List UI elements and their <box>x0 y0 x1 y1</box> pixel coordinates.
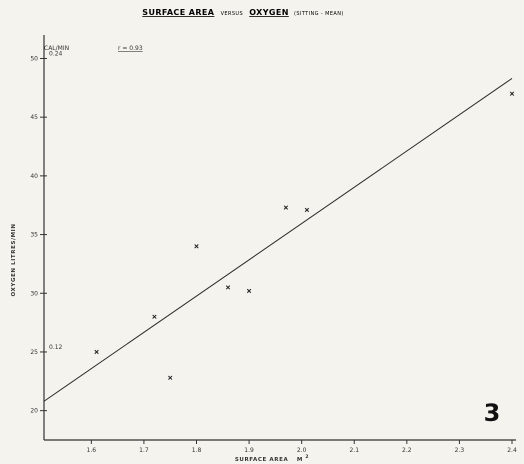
y-tick-label: 30 <box>30 290 38 297</box>
data-point <box>509 91 515 96</box>
y-tick-label: 40 <box>30 173 38 180</box>
regression-line <box>43 78 513 402</box>
y-tick-label: 50 <box>30 55 38 62</box>
cal-ticks: 0.24 0.12 <box>49 50 63 350</box>
x-tick-label: 2.1 <box>349 447 359 454</box>
title-part3: OXYGEN <box>249 8 289 17</box>
data-point <box>152 314 157 319</box>
y-tick-label: 45 <box>30 114 38 121</box>
x-tick-label: 2.0 <box>297 447 307 454</box>
cal-tick-label: 0.12 <box>49 344 63 351</box>
data-point <box>168 375 173 380</box>
x-tick-label: 2.3 <box>455 447 465 454</box>
y-tick-label: 35 <box>30 232 38 239</box>
x-tick-label: 1.6 <box>87 447 97 454</box>
data-point <box>304 207 310 213</box>
correlation-label: r = 0.93 <box>118 45 143 52</box>
y-ticks: 20 25 30 35 40 45 50 <box>30 55 47 415</box>
data-point <box>94 349 99 355</box>
cal-tick-label: 0.24 <box>49 50 63 57</box>
data-point <box>283 205 289 210</box>
y-tick-label: 25 <box>30 349 38 356</box>
x-axis-label-text: SURFACE AREA <box>235 457 289 463</box>
panel-number: 3 <box>484 399 501 427</box>
x-ticks: 1.6 1.7 1.8 1.9 2.0 2.1 2.2 2.3 2.4 <box>87 440 517 454</box>
x-axis-label: SURFACE AREA M 2 <box>235 454 309 463</box>
data-point <box>194 244 199 249</box>
data-points <box>94 91 515 380</box>
chart-title: SURFACE AREA VERSUS OXYGEN (SITTING - ME… <box>142 8 343 17</box>
y-tick-label: 20 <box>30 408 38 415</box>
title-part4: (SITTING - MEAN) <box>294 11 344 17</box>
data-point <box>246 288 252 294</box>
x-axis-label-unit: M <box>297 457 303 463</box>
data-point <box>225 285 231 290</box>
cal-per-min-label: CAL/MIN <box>44 45 69 52</box>
x-tick-label: 1.8 <box>192 447 202 454</box>
x-tick-label: 1.7 <box>139 447 149 454</box>
x-tick-label: 2.2 <box>402 447 412 454</box>
title-part1: SURFACE AREA <box>142 8 214 17</box>
x-tick-label: 2.4 <box>507 447 517 454</box>
y-axis-label: OXYGEN LITRES/MIN <box>11 223 17 296</box>
x-tick-label: 1.9 <box>244 447 254 454</box>
x-axis-label-sup: 2 <box>305 454 309 460</box>
title-part2: VERSUS <box>221 11 243 17</box>
